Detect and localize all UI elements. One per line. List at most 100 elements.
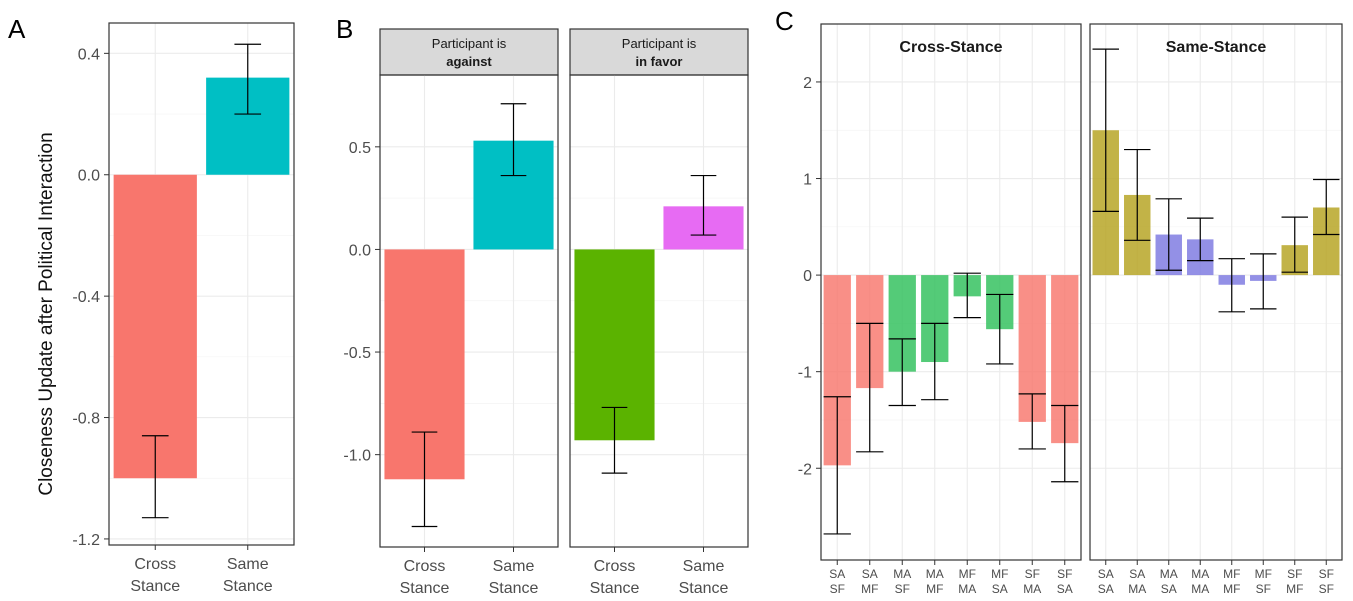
y-tick-label: 0.0 [78, 168, 100, 185]
panel-letter-b: B [336, 14, 353, 44]
x-tick-label: MA SA [1160, 567, 1178, 596]
x-tick-label-line: SF [895, 582, 910, 596]
error-bar-3 [921, 322, 949, 401]
panel-border [569, 74, 749, 548]
x-tick-label-line: SA [1057, 582, 1073, 596]
x-tick-label: MF MF [1223, 567, 1240, 596]
x-tick-label-line: Stance [223, 578, 273, 595]
x-tick-label-line: MF [1255, 567, 1272, 581]
x-tick-label-line: Same [683, 558, 725, 575]
error-bar-1 [234, 43, 262, 115]
panel-letter-c: C [775, 6, 794, 36]
error-bar-0 [823, 396, 851, 535]
y-tick-label: 1 [803, 172, 812, 189]
x-tick-label-line: Stance [590, 580, 640, 597]
x-tick-label-line: MA [1160, 567, 1178, 581]
panel-border [379, 74, 559, 548]
error-bar-1 [690, 174, 717, 236]
panel-border [820, 23, 1082, 561]
error-bar-4 [953, 272, 981, 319]
x-tick-label: MA MA [1191, 567, 1209, 596]
strip-label-line2: against [446, 54, 492, 69]
error-bar-6 [1018, 393, 1046, 450]
y-tick-label: -0.4 [72, 289, 100, 306]
chart-a: 0.4 0.0 -0.4 -0.8 -1.2 Cross Stance Same Stance [72, 22, 295, 595]
x-tick-label-line: MF [959, 567, 976, 581]
y-tick-label: -2 [798, 461, 812, 478]
x-tick-label-line: MA [926, 567, 944, 581]
x-tick-label-line: SA [1161, 582, 1177, 596]
x-tick-label-line: Same [493, 558, 535, 575]
facet-strip-1: Participant is in favor [569, 28, 749, 76]
x-tick-label-line: SF [1319, 582, 1334, 596]
x-tick-label-line: Stance [679, 580, 729, 597]
strip-box [569, 28, 749, 76]
x-tick-label-line: SA [862, 567, 878, 581]
x-tick-label: SF SA [1057, 567, 1073, 596]
error-bar-7 [1051, 404, 1079, 483]
x-tick-label-line: MF [1286, 582, 1303, 596]
x-tick-label-line: MA [893, 567, 911, 581]
x-tick-label-line: SF [1256, 582, 1271, 596]
error-bar-2 [1155, 198, 1182, 271]
x-tick-label-line: SF [1287, 567, 1302, 581]
x-tick-label: MA SF [893, 567, 911, 596]
strip-label-line1: Participant is [432, 36, 507, 51]
x-tick-label-line: MF [991, 567, 1008, 581]
x-tick-label: MF SA [991, 567, 1008, 596]
x-tick-label-line: Stance [400, 580, 450, 597]
x-tick-label-line: Cross [134, 556, 176, 573]
x-tick-label-line: MA [958, 582, 976, 596]
x-tick-label: Same Stance [489, 558, 539, 597]
error-bar-7 [1313, 178, 1340, 236]
x-tick-label-line: Cross [594, 558, 636, 575]
error-bar-5 [986, 293, 1014, 365]
x-tick-label: SA MA [1128, 567, 1146, 596]
x-tick-label: MA MF [926, 567, 944, 596]
x-tick-label-line: MF [926, 582, 943, 596]
x-tick-label-line: Stance [489, 580, 539, 597]
x-tick-label-line: MA [1128, 582, 1146, 596]
x-tick-label: Cross Stance [590, 558, 640, 597]
x-tick-label: Same Stance [679, 558, 729, 597]
x-tick-label-line: SF [1025, 567, 1040, 581]
x-tick-label-line: SF [1319, 567, 1334, 581]
y-tick-label: 0.4 [78, 46, 100, 63]
panel-border [1089, 23, 1343, 561]
error-bar-0 [601, 406, 628, 474]
x-tick-label-line: SF [1057, 567, 1072, 581]
x-tick-label-line: Cross [404, 558, 446, 575]
facet-title-0: Cross-Stance [899, 39, 1002, 56]
error-bar-0 [411, 431, 438, 528]
y-tick-label: 0 [803, 268, 812, 285]
panel-border [108, 22, 295, 546]
x-tick-label-line: SA [829, 567, 845, 581]
x-tick-label-line: MA [1023, 582, 1041, 596]
x-tick-label-line: SA [1098, 582, 1114, 596]
x-tick-label-line: SA [992, 582, 1008, 596]
y-tick-label: 2 [803, 75, 812, 92]
y-tick-label: -1.0 [343, 448, 371, 465]
chart-b: Participant is against 0.5 0.0 -0.5 -1.0 Cross… [343, 28, 749, 597]
error-bar-1 [1124, 148, 1151, 241]
x-tick-label: Cross Stance [400, 558, 450, 597]
x-tick-label: SF MF [1286, 567, 1303, 596]
x-tick-label: SA SA [1098, 567, 1114, 596]
y-tick-label: -0.5 [343, 345, 371, 362]
x-tick-label: SF SF [1319, 567, 1334, 596]
x-tick-label: Cross Stance [130, 556, 180, 595]
error-bar-0 [141, 435, 169, 519]
x-tick-label-line: Stance [130, 578, 180, 595]
error-bar-3 [1187, 217, 1214, 262]
x-tick-label-line: SF [830, 582, 845, 596]
error-bar-2 [888, 338, 916, 407]
strip-label-line2: in favor [636, 54, 683, 69]
x-tick-label-line: MA [1191, 582, 1209, 596]
facet-title-1: Same-Stance [1166, 39, 1267, 56]
x-tick-label: MF MA [958, 567, 976, 596]
x-tick-label-line: MF [861, 582, 878, 596]
error-bar-4 [1218, 258, 1245, 313]
x-tick-label-line: MF [1223, 567, 1240, 581]
